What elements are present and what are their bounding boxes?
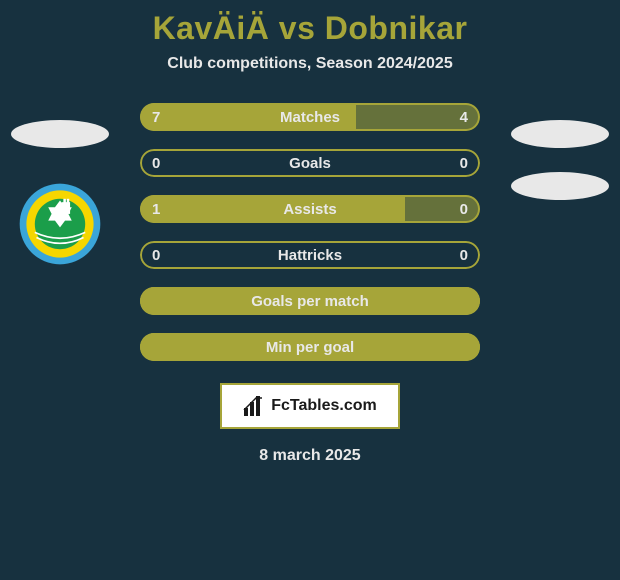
stat-row: Min per goal: [140, 333, 480, 361]
stat-label: Assists: [140, 195, 480, 223]
stat-row: Assists1 0: [140, 195, 480, 223]
stat-right-value: 0: [460, 195, 468, 223]
stat-right-value: 0: [460, 149, 468, 177]
stat-right-value: 4: [460, 103, 468, 131]
right-ellipse-2: [511, 172, 609, 200]
stat-left-value: 7: [152, 103, 160, 131]
stat-right-value: 0: [460, 241, 468, 269]
snapshot-date: 8 march 2025: [0, 447, 620, 465]
footer-label: FcTables.com: [271, 397, 377, 415]
subtitle: Club competitions, Season 2024/2025: [0, 55, 620, 73]
bars-icon: [243, 396, 265, 416]
stat-label: Hattricks: [140, 241, 480, 269]
page-title: KavÄiÄ vs Dobnikar: [0, 10, 620, 47]
stat-row: Goals per match: [140, 287, 480, 315]
stat-row: Goals0 0: [140, 149, 480, 177]
left-club-badge: [18, 182, 102, 266]
left-player-column: [10, 120, 110, 266]
right-ellipse-1: [511, 120, 609, 148]
right-player-column: [510, 120, 610, 200]
stat-label: Goals: [140, 149, 480, 177]
stat-row: Hattricks0 0: [140, 241, 480, 269]
stat-label: Goals per match: [140, 287, 480, 315]
stat-row: Matches7 4: [140, 103, 480, 131]
fctables-logo: FcTables.com: [220, 383, 400, 429]
comparison-card: KavÄiÄ vs Dobnikar Club competitions, Se…: [0, 0, 620, 580]
stat-label: Matches: [140, 103, 480, 131]
stat-left-value: 0: [152, 241, 160, 269]
stat-label: Min per goal: [140, 333, 480, 361]
stat-left-value: 0: [152, 149, 160, 177]
stat-left-value: 1: [152, 195, 160, 223]
stats-bars: Matches74Goals00Assists10Hattricks00Goal…: [140, 103, 480, 361]
left-ellipse: [11, 120, 109, 148]
